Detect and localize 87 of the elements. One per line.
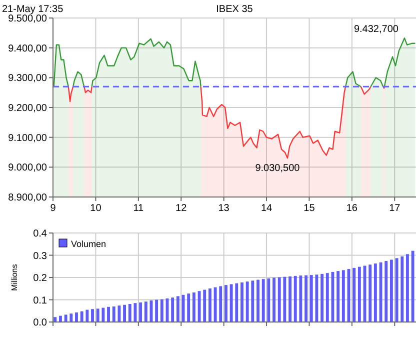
- bar: [171, 298, 174, 322]
- bar: [320, 274, 324, 322]
- bar: [187, 294, 190, 322]
- bar: [235, 283, 238, 322]
- bar: [134, 303, 137, 322]
- x-tick-label: 12: [176, 203, 188, 214]
- bar: [411, 250, 414, 322]
- bar: [219, 286, 222, 322]
- bar: [128, 304, 132, 322]
- y-tick-label: 9.100,00: [8, 132, 48, 144]
- y-tick-label: 9.000,00: [8, 162, 48, 174]
- bar: [283, 276, 286, 322]
- bar: [75, 312, 78, 322]
- y-tick-label: 9.300,00: [8, 73, 48, 84]
- chart-subtitle: 21-May 17:35: [2, 4, 64, 15]
- bar: [160, 299, 164, 322]
- bar: [86, 310, 89, 322]
- y-tick-label: 9.500,00: [8, 14, 48, 24]
- y-tick-label: 0.4: [33, 228, 48, 240]
- y-tick-label: 0.1: [33, 295, 48, 306]
- bar: [395, 258, 398, 322]
- bar: [214, 287, 217, 322]
- bar: [400, 256, 404, 322]
- bar: [118, 306, 121, 322]
- bar: [358, 266, 361, 322]
- annotation: 9.030,500: [255, 163, 300, 174]
- y-tick-label: 0.3: [33, 250, 48, 262]
- bar: [294, 276, 297, 322]
- bar: [96, 308, 100, 322]
- bar: [272, 278, 276, 322]
- bar: [59, 316, 62, 322]
- legend-label: Volumen: [71, 239, 106, 249]
- bar: [278, 277, 281, 322]
- bar: [155, 300, 158, 322]
- bar: [139, 302, 142, 322]
- bar: [123, 304, 126, 322]
- bar: [224, 285, 228, 322]
- bar: [107, 306, 110, 322]
- bar: [267, 278, 270, 322]
- bar: [368, 264, 372, 322]
- bar: [80, 311, 84, 322]
- chart-title: IBEX 35: [216, 4, 254, 15]
- x-tick-label: 16: [346, 203, 358, 214]
- x-tick-label: 11: [133, 203, 144, 214]
- bar: [91, 309, 94, 322]
- bar: [384, 261, 388, 322]
- bar: [70, 314, 73, 322]
- y-tick-label: 9.400,00: [8, 43, 48, 54]
- bar: [326, 273, 329, 322]
- bar: [304, 275, 308, 322]
- bar: [310, 275, 313, 322]
- bar: [288, 276, 292, 322]
- bar: [54, 317, 57, 322]
- y-tick-label: 0.0: [33, 318, 48, 328]
- bar: [262, 279, 265, 322]
- bar: [352, 268, 356, 322]
- bar: [374, 263, 377, 322]
- bar: [299, 275, 302, 322]
- x-tick-label: 10: [90, 203, 102, 214]
- bar: [336, 271, 340, 322]
- x-tick-label: 13: [218, 203, 230, 214]
- bar: [112, 306, 116, 322]
- bar: [315, 274, 318, 322]
- bar: [240, 282, 244, 322]
- bar: [230, 284, 233, 322]
- y-tick-label: 9.200,00: [8, 103, 48, 114]
- x-tick-label: 15: [304, 203, 316, 214]
- bar: [102, 308, 105, 322]
- bar: [176, 296, 180, 322]
- x-tick-label: 9: [50, 203, 56, 214]
- bar: [203, 290, 206, 322]
- bar: [342, 270, 345, 322]
- x-tick-label: 14: [260, 203, 273, 214]
- bar: [208, 288, 212, 322]
- bar: [406, 254, 409, 322]
- bar: [256, 280, 260, 322]
- annotation: 9.432,700: [354, 24, 399, 36]
- bar: [192, 292, 196, 322]
- bar: [144, 302, 148, 322]
- y-axis-title: Millions: [10, 264, 19, 291]
- y-tick-label: 0.2: [33, 273, 48, 284]
- bar: [64, 314, 68, 322]
- y-tick-label: 8.900,00: [8, 192, 48, 204]
- x-tick-label: 17: [389, 203, 401, 214]
- bar: [246, 282, 249, 322]
- bar: [390, 260, 393, 322]
- bar: [251, 280, 254, 322]
